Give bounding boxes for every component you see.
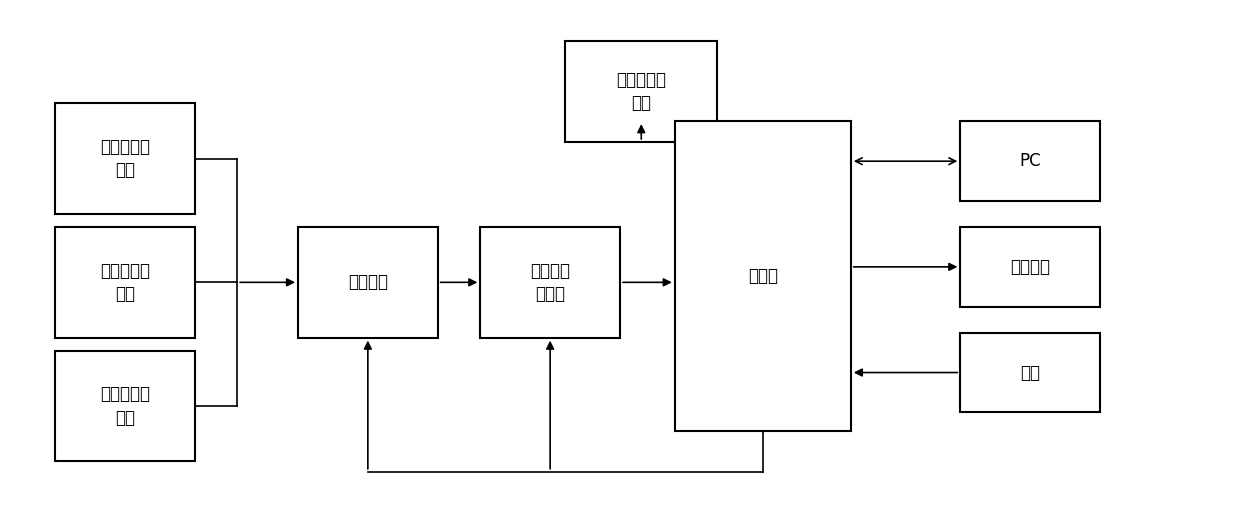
Text: 模拟量采集
装置: 模拟量采集 装置 xyxy=(99,261,150,303)
Text: 处理器: 处理器 xyxy=(748,267,777,285)
Bar xyxy=(960,332,1100,412)
Bar xyxy=(675,122,851,430)
Text: 数字量采集
装置: 数字量采集 装置 xyxy=(616,71,666,113)
Text: 模拟数字
转换器: 模拟数字 转换器 xyxy=(531,261,570,303)
Text: 显示装置: 显示装置 xyxy=(1011,258,1050,276)
Text: 模拟开关: 模拟开关 xyxy=(348,274,388,291)
Bar xyxy=(565,42,717,142)
Text: 模拟量采集
装置: 模拟量采集 装置 xyxy=(99,138,150,179)
Bar xyxy=(960,122,1100,201)
Text: PC: PC xyxy=(1019,152,1040,170)
Bar xyxy=(480,227,620,338)
Bar xyxy=(55,351,195,461)
Bar xyxy=(55,103,195,214)
Bar xyxy=(55,227,195,338)
Text: 按键: 按键 xyxy=(1021,363,1040,381)
Bar xyxy=(960,227,1100,307)
Bar xyxy=(298,227,438,338)
Text: 模拟量采集
装置: 模拟量采集 装置 xyxy=(99,385,150,427)
